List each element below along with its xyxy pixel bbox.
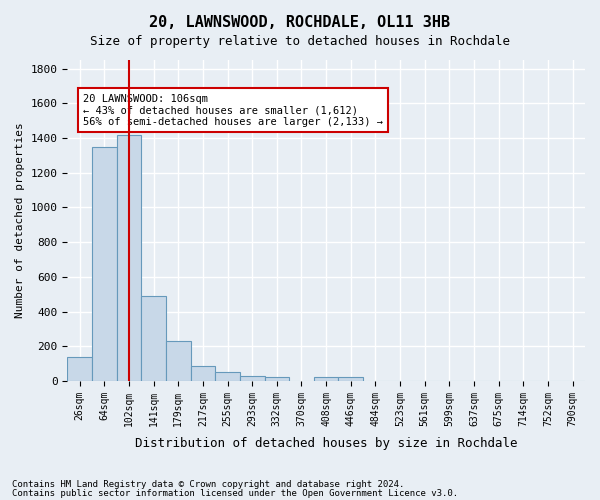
Bar: [265, 377, 289, 381]
Bar: [191, 366, 215, 381]
Bar: [92, 146, 116, 381]
Bar: [166, 342, 191, 381]
Bar: [141, 296, 166, 381]
Text: 20, LAWNSWOOD, ROCHDALE, OL11 3HB: 20, LAWNSWOOD, ROCHDALE, OL11 3HB: [149, 15, 451, 30]
Bar: [338, 378, 363, 381]
Bar: [116, 136, 141, 381]
Bar: [240, 376, 265, 381]
X-axis label: Distribution of detached houses by size in Rochdale: Distribution of detached houses by size …: [135, 437, 517, 450]
Text: 20 LAWNSWOOD: 106sqm
← 43% of detached houses are smaller (1,612)
56% of semi-de: 20 LAWNSWOOD: 106sqm ← 43% of detached h…: [83, 94, 383, 127]
Y-axis label: Number of detached properties: Number of detached properties: [15, 122, 25, 318]
Bar: [215, 372, 240, 381]
Bar: [314, 378, 338, 381]
Text: Size of property relative to detached houses in Rochdale: Size of property relative to detached ho…: [90, 35, 510, 48]
Text: Contains public sector information licensed under the Open Government Licence v3: Contains public sector information licen…: [12, 488, 458, 498]
Text: Contains HM Land Registry data © Crown copyright and database right 2024.: Contains HM Land Registry data © Crown c…: [12, 480, 404, 489]
Bar: [67, 356, 92, 381]
